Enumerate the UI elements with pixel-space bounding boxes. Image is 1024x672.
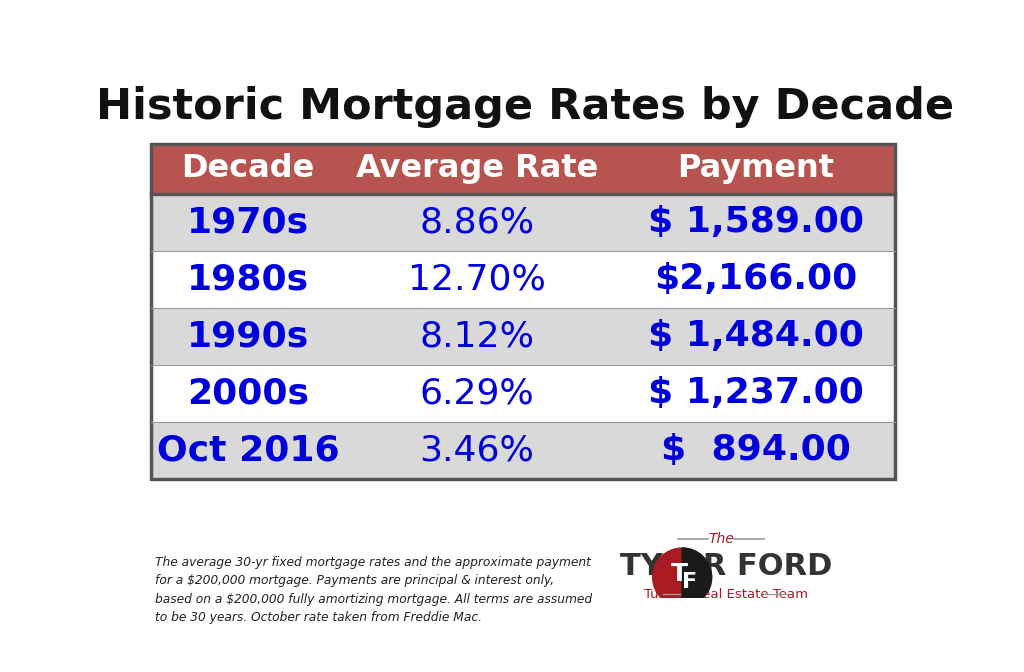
Text: Payment: Payment [677,153,835,184]
Bar [152,422,895,478]
Text: Historic Mortgage Rates by Decade: Historic Mortgage Rates by Decade [95,86,954,128]
Bar [152,194,895,251]
Text: TYLER FORD: TYLER FORD [621,552,833,581]
Text: Tucson Real Estate Team: Tucson Real Estate Team [644,588,808,601]
Bar [152,144,895,478]
Text: 1970s: 1970s [187,206,309,239]
Circle shape [652,548,712,607]
Text: 12.70%: 12.70% [408,262,546,296]
Text: $ 1,237.00: $ 1,237.00 [648,376,863,411]
Text: $  894.00: $ 894.00 [660,433,851,467]
Text: 6.29%: 6.29% [420,376,535,411]
Text: The: The [708,532,734,546]
Text: Average Rate: Average Rate [355,153,598,184]
Text: $ 1,589.00: $ 1,589.00 [648,206,864,239]
Text: Oct 2016: Oct 2016 [157,433,339,467]
Text: 1990s: 1990s [187,319,309,353]
Text: The average 30-yr fixed mortgage rates and the approximate payment
for a $200,00: The average 30-yr fixed mortgage rates a… [155,556,592,624]
Text: F: F [682,572,697,592]
Text: 8.12%: 8.12% [419,319,535,353]
Bar [152,144,895,194]
Text: $ 1,484.00: $ 1,484.00 [648,319,863,353]
Wedge shape [682,548,712,607]
Text: 1980s: 1980s [187,262,309,296]
Bar [152,251,895,308]
Text: $2,166.00: $2,166.00 [654,262,857,296]
Text: 3.46%: 3.46% [419,433,535,467]
Text: Decade: Decade [181,153,314,184]
Bar [152,365,895,422]
Text: 8.86%: 8.86% [419,206,535,239]
Text: T: T [671,562,687,586]
Text: 2000s: 2000s [187,376,309,411]
Bar [152,308,895,365]
